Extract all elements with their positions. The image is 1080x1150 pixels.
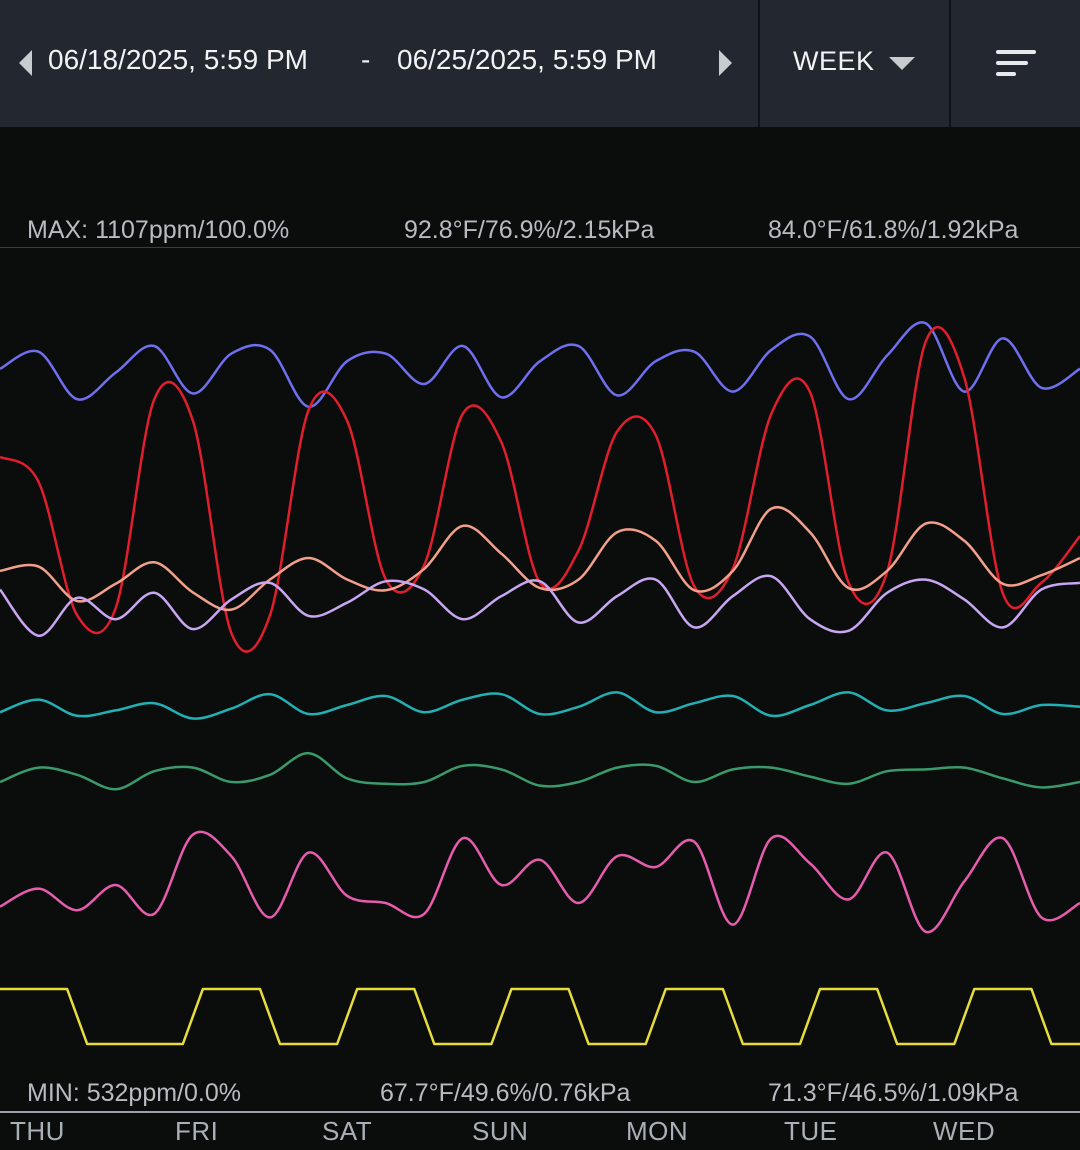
min-stat-co2: MIN: 532ppm/0.0%	[27, 1079, 241, 1107]
max-line	[0, 247, 1080, 248]
max-stat-mid: 92.8°F/76.9%/2.15kPa	[404, 216, 655, 244]
x-tick-label: SUN	[472, 1116, 529, 1146]
end-date[interactable]: 06/25/2025, 5:59 PM	[397, 44, 657, 75]
divider	[949, 0, 951, 127]
x-tick-label: THU	[10, 1116, 65, 1146]
top-bar: 06/18/2025, 5:59 PM - 06/25/2025, 5:59 P…	[0, 0, 1080, 127]
series-line-green	[0, 751, 1080, 791]
week-chart[interactable]	[0, 249, 1080, 1069]
x-tick-label: MON	[626, 1116, 689, 1146]
chevron-right-icon[interactable]	[719, 50, 732, 76]
x-tick-label: WED	[933, 1116, 996, 1146]
x-tick-label: SAT	[322, 1116, 373, 1146]
divider	[758, 0, 760, 127]
start-date[interactable]: 06/18/2025, 5:59 PM	[48, 44, 308, 75]
series-line-teal	[0, 691, 1080, 720]
series-line-pink	[0, 830, 1080, 934]
series-line-lavender	[0, 574, 1080, 637]
sort-menu-button[interactable]	[952, 0, 1080, 127]
caret-down-icon	[889, 57, 915, 70]
period-label: WEEK	[793, 46, 875, 76]
max-stat-right: 84.0°F/61.8%/1.92kPa	[768, 216, 1019, 244]
max-stat-co2: MAX: 1107ppm/100.0%	[27, 216, 290, 244]
sort-menu-icon	[996, 72, 1016, 76]
range-separator: -	[361, 44, 371, 75]
min-stat-mid: 67.7°F/49.6%/0.76kPa	[380, 1079, 631, 1107]
chevron-left-icon[interactable]	[19, 50, 32, 76]
x-tick-label: TUE	[784, 1116, 838, 1146]
series-line-salmon	[0, 505, 1080, 612]
date-range: 06/18/2025, 5:59 PM - 06/25/2025, 5:59 P…	[0, 0, 758, 127]
x-axis	[0, 1111, 1080, 1150]
sort-menu-icon	[996, 50, 1036, 54]
series-line-red	[0, 326, 1080, 653]
min-stat-right: 71.3°F/46.5%/1.09kPa	[768, 1079, 1019, 1107]
series-line-yellow	[0, 987, 1080, 1046]
series-line-blue	[0, 321, 1080, 409]
x-tick-label: FRI	[175, 1116, 219, 1146]
period-dropdown[interactable]: WEEK	[760, 0, 949, 127]
sort-menu-icon	[996, 61, 1028, 65]
